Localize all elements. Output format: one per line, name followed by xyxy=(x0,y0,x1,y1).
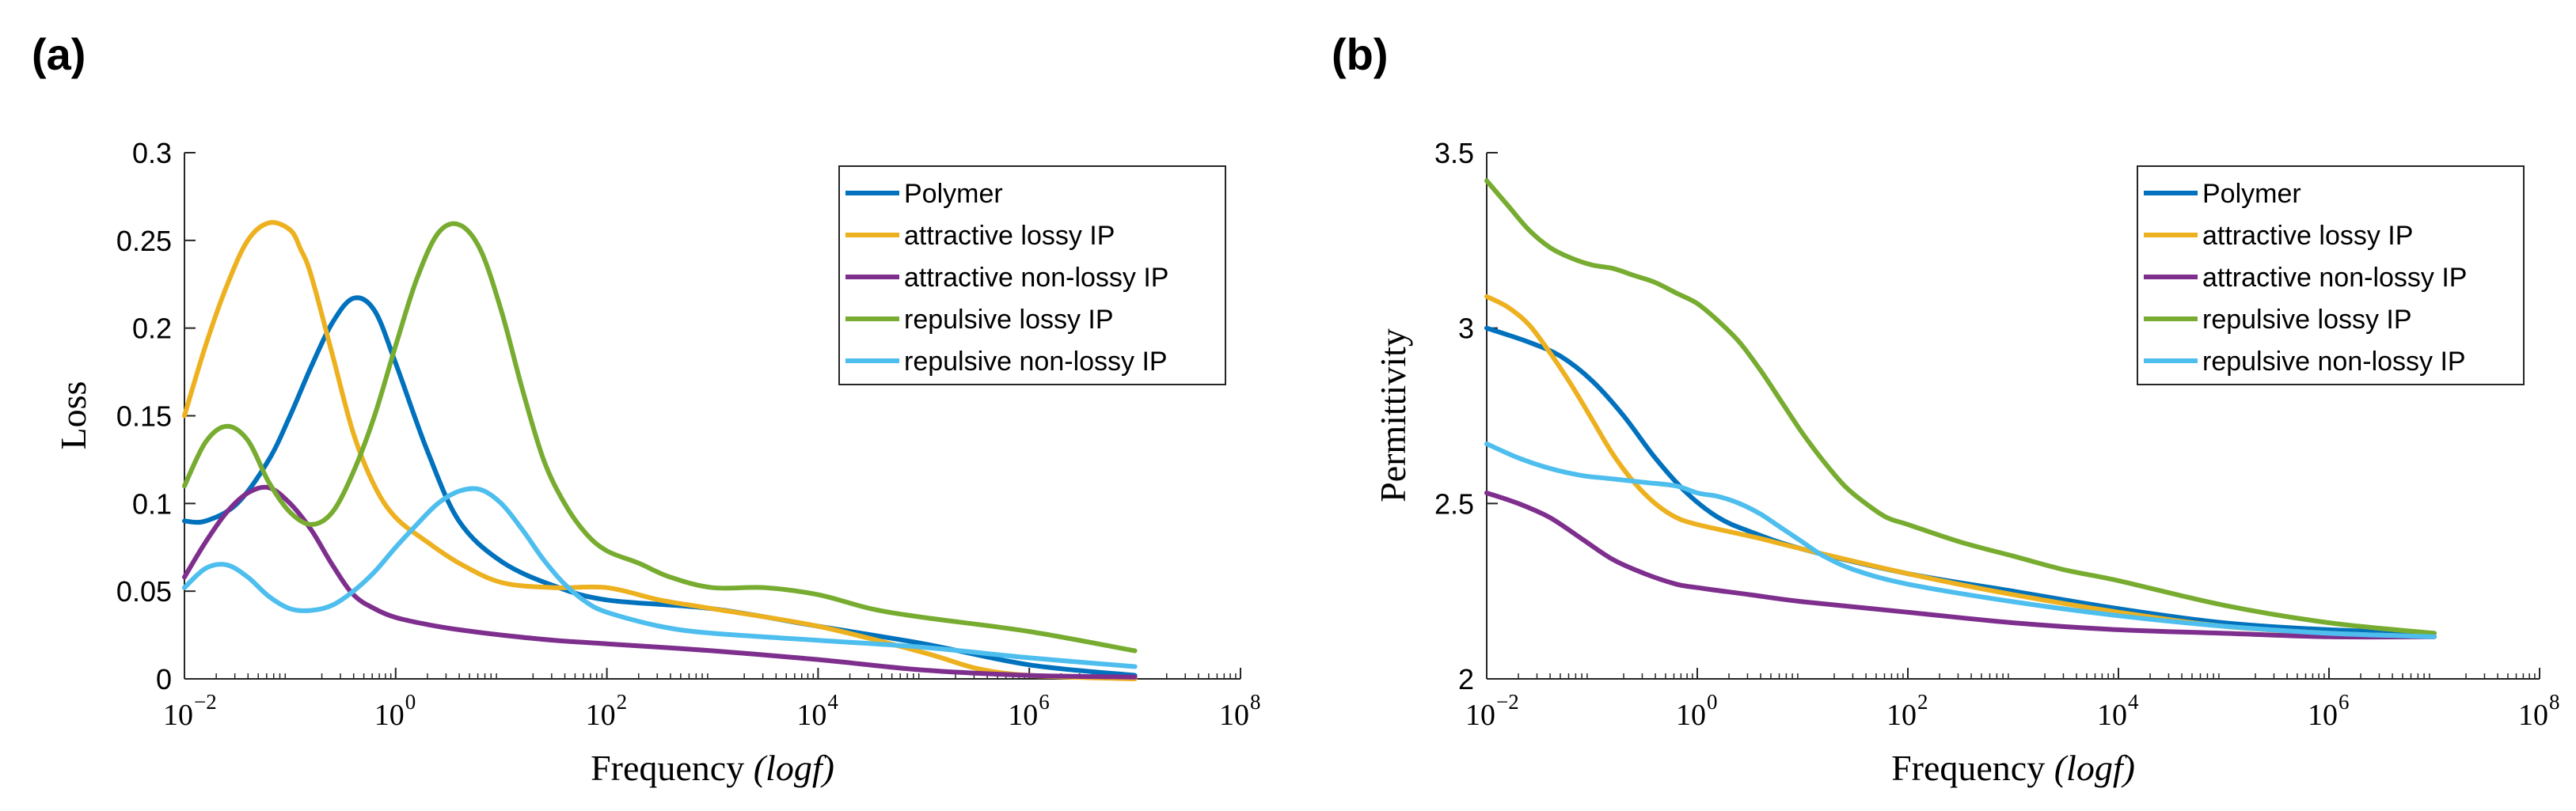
x-tick-label: 10 xyxy=(374,699,405,732)
series-line-5 xyxy=(1484,442,2437,639)
legend-entry: Polymer xyxy=(2202,179,2301,209)
y-tick-label: 2 xyxy=(1458,663,1474,695)
x-tick-exponent: 0 xyxy=(1707,690,1718,714)
x-tick-exponent: 4 xyxy=(827,690,838,714)
y-tick-label: 0 xyxy=(156,663,172,695)
x-tick-exponent: −2 xyxy=(1496,690,1519,714)
x-tick-label: 10 xyxy=(1465,699,1495,732)
x-tick-label: 10 xyxy=(1676,699,1706,732)
x-tick-label: 10 xyxy=(1008,699,1038,732)
legend-box xyxy=(2137,165,2525,385)
x-tick-exponent: 4 xyxy=(2128,690,2139,714)
x-tick-label: 10 xyxy=(2097,699,2127,732)
x-tick-label: 10 xyxy=(2308,699,2338,732)
legend-entry: attractive non-lossy IP xyxy=(904,263,1168,293)
x-tick-exponent: 2 xyxy=(1917,690,1928,714)
series-line-3 xyxy=(1484,491,2437,640)
y-axis-title: Loss xyxy=(53,381,93,450)
x-tick-label: 10 xyxy=(2518,699,2548,732)
legend-entry: repulsive non-lossy IP xyxy=(2202,347,2466,377)
chart-panel-b: (b)10 −2 10 0 10 2 10 4 10 6 10 822.533.5Frequency … xyxy=(1332,29,2560,788)
x-tick-exponent: 0 xyxy=(405,690,416,714)
series-line-4 xyxy=(1484,178,2437,636)
legend-entry: attractive lossy IP xyxy=(904,221,1115,251)
x-tick-exponent: 8 xyxy=(2549,690,2560,714)
y-tick-label: 3.5 xyxy=(1434,137,1474,169)
y-axis-title: Permittivity xyxy=(1373,328,1413,502)
y-tick-label: 0.05 xyxy=(116,575,172,608)
legend-entry: attractive lossy IP xyxy=(2202,221,2413,251)
x-tick-label: 10 xyxy=(1886,699,1917,732)
x-tick-exponent: 8 xyxy=(1250,690,1261,714)
x-tick-exponent: 6 xyxy=(1039,690,1050,714)
y-tick-label: 2.5 xyxy=(1434,487,1474,520)
x-tick-label: 10 xyxy=(163,699,193,732)
x-tick-exponent: 6 xyxy=(2339,690,2350,714)
y-tick-label: 0.25 xyxy=(116,225,172,257)
legend-entry: repulsive non-lossy IP xyxy=(904,347,1168,377)
legend: Polymer attractive lossy IP attractive non… xyxy=(838,165,1226,385)
x-tick-exponent: −2 xyxy=(194,690,217,714)
x-tick-exponent: 2 xyxy=(617,690,628,714)
legend-box xyxy=(838,165,1226,385)
y-tick-label: 0.15 xyxy=(116,400,172,433)
x-axis-title: Frequency (logf) xyxy=(591,748,834,788)
series-line-5 xyxy=(182,486,1138,669)
x-tick-label: 10 xyxy=(586,699,616,732)
legend-entry: repulsive lossy IP xyxy=(2202,305,2412,335)
x-tick-label: 10 xyxy=(796,699,826,732)
panel-label-b: (b) xyxy=(1332,29,1389,79)
series-line-1 xyxy=(182,295,1138,678)
x-tick-label: 10 xyxy=(1219,699,1249,732)
series-line-2 xyxy=(182,220,1138,681)
panel-label-a: (a) xyxy=(32,29,85,79)
legend: Polymer attractive lossy IP attractive non… xyxy=(2137,165,2525,385)
legend-entry: repulsive lossy IP xyxy=(904,305,1114,335)
x-axis-title: Frequency (logf) xyxy=(1891,748,2135,788)
chart-panel-a: (a)10 −2 10 0 10 2 10 4 10 6 10 800.050.10.150.20.2… xyxy=(32,29,1261,788)
y-tick-label: 0.3 xyxy=(132,137,172,169)
series-line-3 xyxy=(182,484,1138,680)
series-line-4 xyxy=(182,221,1138,654)
legend-entry: attractive non-lossy IP xyxy=(2202,263,2467,293)
legend-entry: Polymer xyxy=(904,179,1003,209)
y-tick-label: 0.1 xyxy=(132,487,172,520)
y-tick-label: 3 xyxy=(1458,313,1474,345)
y-tick-label: 0.2 xyxy=(132,313,172,345)
